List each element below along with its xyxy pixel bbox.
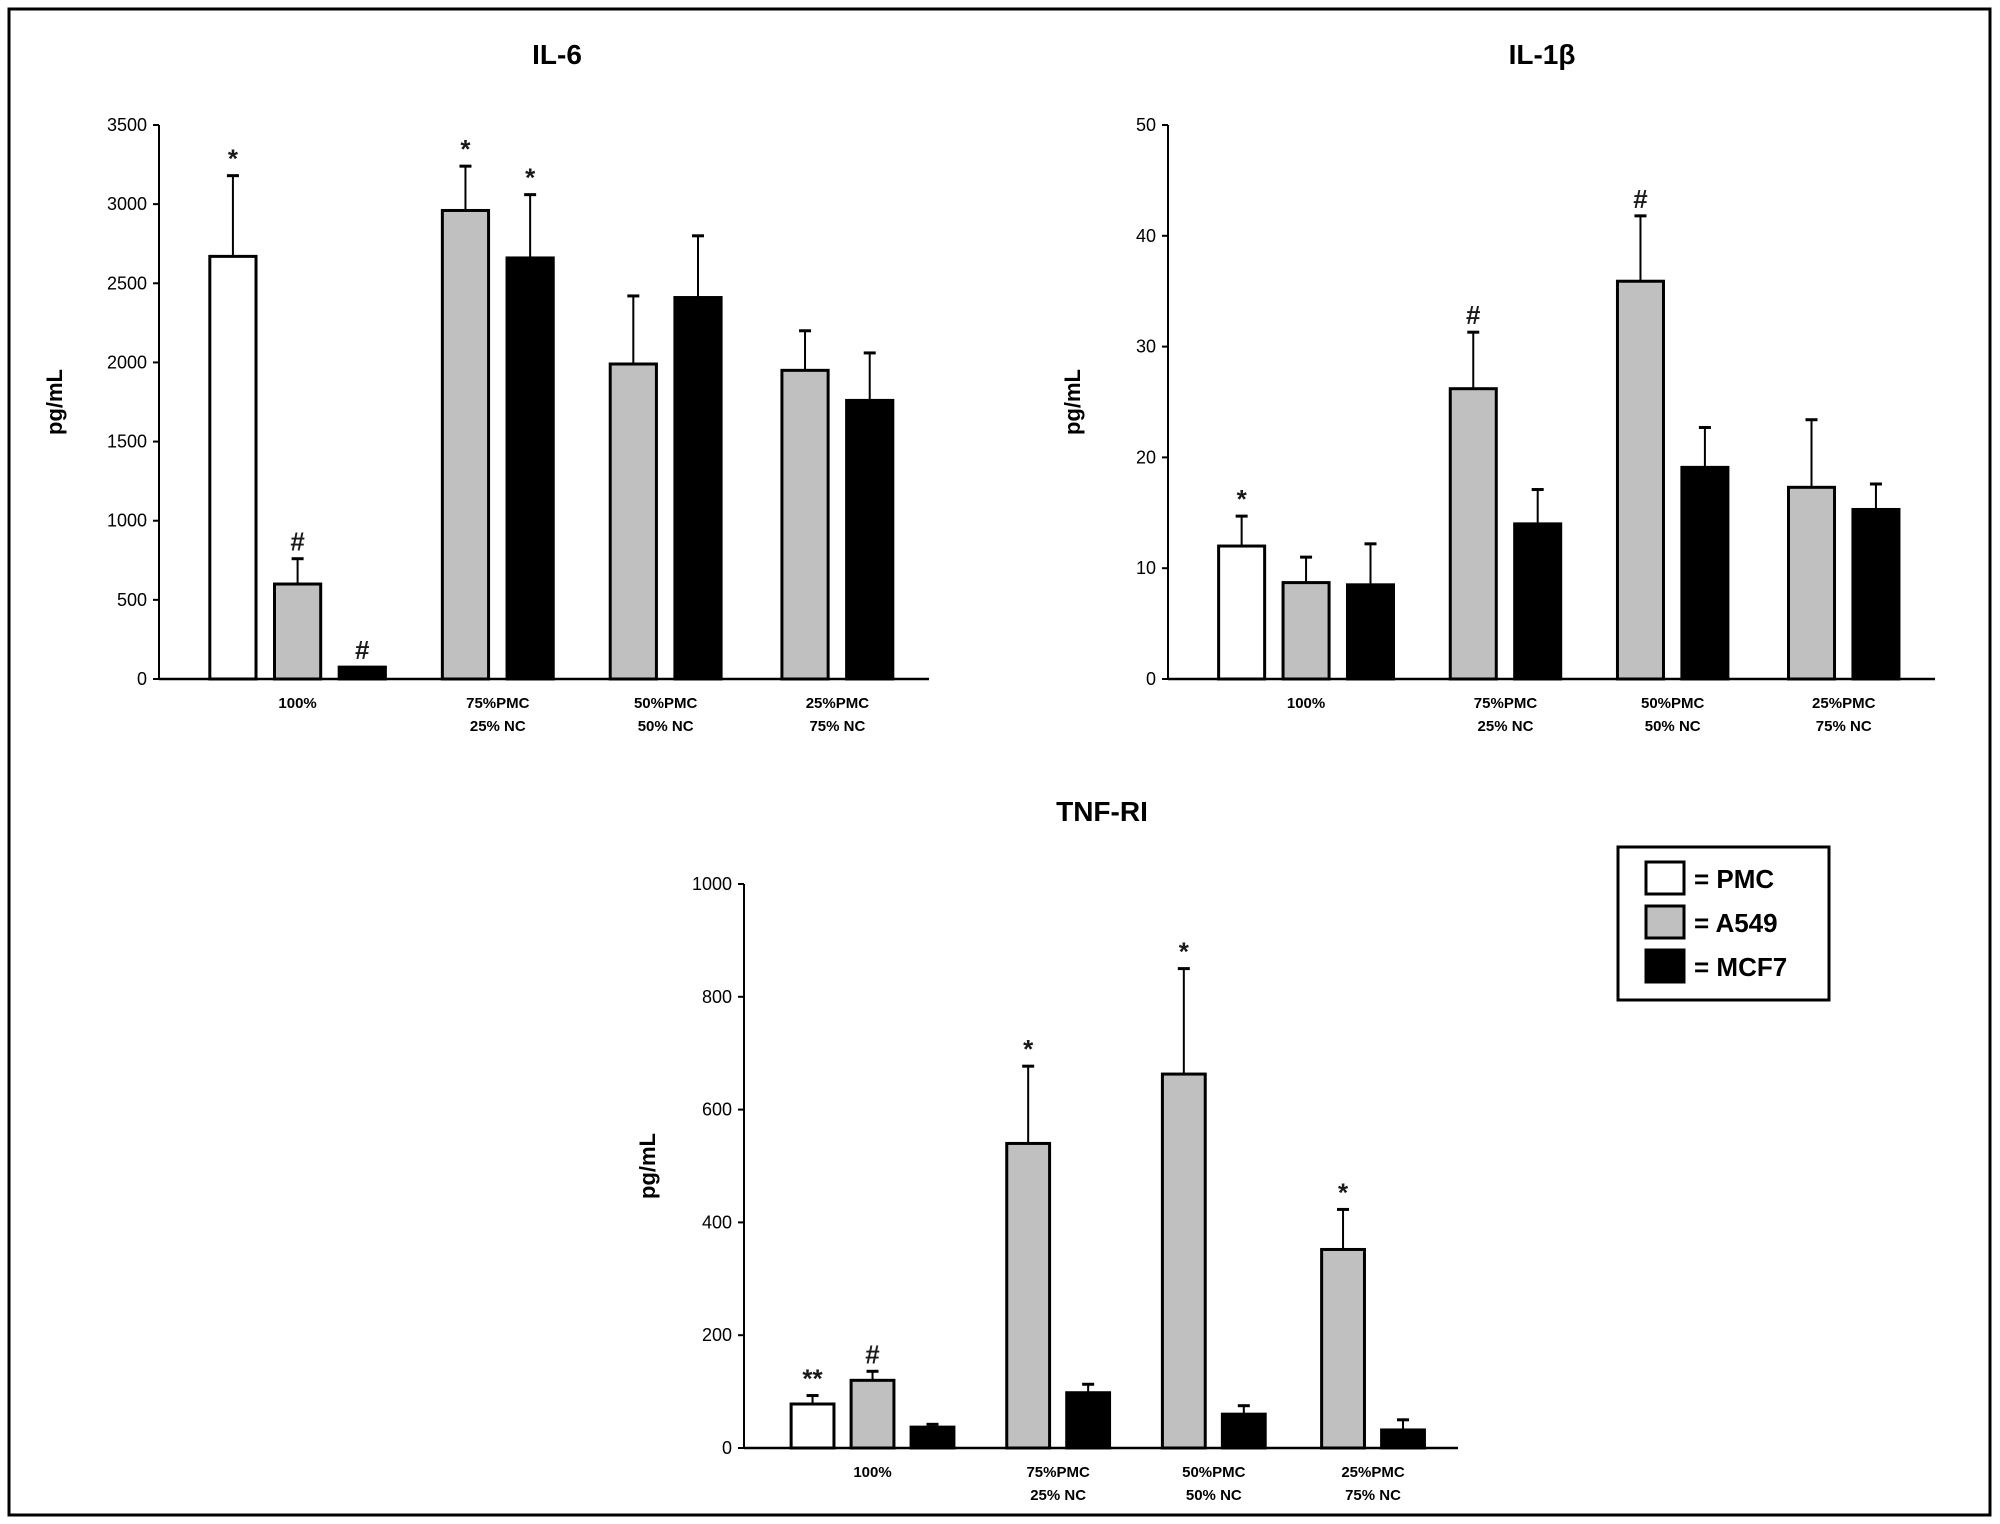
y-tick-label: 3500 xyxy=(107,115,147,135)
y-tick-label: 0 xyxy=(1146,669,1156,689)
bar-a549 xyxy=(1320,1247,1366,1450)
significance-marker: # xyxy=(1466,300,1481,330)
legend-label: = MCF7 xyxy=(1694,952,1787,982)
y-tick-label: 200 xyxy=(702,1325,732,1345)
bar-a549 xyxy=(608,362,658,681)
y-axis-label: pg/mL xyxy=(1060,369,1085,435)
bar-a549 xyxy=(1787,485,1837,681)
bar-mcf7 xyxy=(1065,1391,1112,1450)
significance-marker: # xyxy=(355,635,370,665)
bar-mcf7 xyxy=(1345,583,1395,681)
legend: = PMC = A549 = MCF7 xyxy=(1616,845,1831,1002)
bar-a549 xyxy=(1448,387,1498,681)
bar-mcf7 xyxy=(337,665,387,681)
x-category-label: 75% NC xyxy=(1816,718,1872,735)
x-category-label: 75% NC xyxy=(1345,1487,1401,1504)
significance-marker: * xyxy=(1338,1177,1349,1207)
y-tick-label: 3000 xyxy=(107,194,147,214)
bar-a549 xyxy=(1160,1072,1207,1450)
significance-marker: # xyxy=(290,527,305,557)
y-tick-label: 800 xyxy=(702,987,732,1007)
y-tick-label: 2500 xyxy=(107,273,147,293)
y-tick-label: 30 xyxy=(1136,337,1156,357)
significance-marker: * xyxy=(460,134,471,164)
chart-1: IL-1β pg/mL 0 10 20 30 40 50 100% * 75%PMC 25% NC #5… xyxy=(1060,39,1935,735)
legend-label: = A549 xyxy=(1694,908,1778,938)
chart-title: TNF-RI xyxy=(1056,796,1148,827)
bar-mcf7 xyxy=(1380,1428,1426,1450)
y-tick-label: 50 xyxy=(1136,115,1156,135)
y-tick-label: 600 xyxy=(702,1100,732,1120)
y-tick-label: 0 xyxy=(722,1438,732,1458)
x-category-label: 75%PMC xyxy=(1474,695,1538,712)
significance-marker: * xyxy=(228,144,239,174)
bar-a549 xyxy=(1281,581,1331,681)
significance-marker: # xyxy=(865,1339,880,1369)
x-category-label: 50% NC xyxy=(638,718,694,735)
bar-pmc xyxy=(789,1402,836,1450)
y-tick-label: 1000 xyxy=(692,874,732,894)
bar-a549 xyxy=(1005,1141,1052,1450)
significance-marker: ** xyxy=(802,1364,823,1394)
x-category-label: 50% NC xyxy=(1645,718,1701,735)
bar-mcf7 xyxy=(1220,1412,1267,1450)
legend-swatch-pmc xyxy=(1644,860,1686,896)
significance-marker: * xyxy=(525,163,536,193)
y-tick-label: 1000 xyxy=(107,511,147,531)
bar-mcf7 xyxy=(845,398,895,681)
x-category-label: 50%PMC xyxy=(634,695,698,712)
bar-mcf7 xyxy=(505,256,555,681)
bar-mcf7 xyxy=(909,1425,956,1450)
bar-mcf7 xyxy=(673,296,723,681)
x-category-label: 50% NC xyxy=(1186,1487,1242,1504)
bar-a549 xyxy=(273,582,323,681)
x-category-label: 50%PMC xyxy=(1641,695,1705,712)
bar-pmc xyxy=(1217,544,1267,681)
bar-a549 xyxy=(849,1378,896,1450)
x-category-label: 75%PMC xyxy=(466,695,530,712)
y-tick-label: 0 xyxy=(137,669,147,689)
x-category-label: 100% xyxy=(278,695,316,712)
legend-swatch-a549 xyxy=(1644,904,1686,940)
y-tick-label: 400 xyxy=(702,1212,732,1232)
bar-mcf7 xyxy=(1680,465,1730,681)
bar-mcf7 xyxy=(1851,507,1901,681)
x-category-label: 25% NC xyxy=(1478,718,1534,735)
bar-pmc xyxy=(208,254,258,681)
x-category-label: 50%PMC xyxy=(1182,1464,1246,1481)
chart-title: IL-6 xyxy=(532,39,582,70)
significance-marker: * xyxy=(1179,937,1190,967)
chart-title: IL-1β xyxy=(1509,39,1576,70)
x-category-label: 25%PMC xyxy=(1812,695,1876,712)
figure-border xyxy=(7,7,1992,1517)
y-axis-label: pg/mL xyxy=(42,369,67,435)
x-category-label: 25% NC xyxy=(470,718,526,735)
y-tick-label: 20 xyxy=(1136,447,1156,467)
x-category-label: 25%PMC xyxy=(806,695,870,712)
bar-a549 xyxy=(440,208,491,681)
x-category-label: 25%PMC xyxy=(1341,1464,1405,1481)
x-category-label: 100% xyxy=(1287,695,1325,712)
legend-label: = PMC xyxy=(1694,864,1774,894)
significance-marker: * xyxy=(1237,484,1248,514)
y-tick-label: 1500 xyxy=(107,432,147,452)
bar-a549 xyxy=(780,368,830,681)
chart-2: TNF-RIpg/mL02004006008001000100%**#75%PM… xyxy=(635,796,1458,1504)
x-category-label: 25% NC xyxy=(1030,1487,1086,1504)
y-tick-label: 40 xyxy=(1136,226,1156,246)
bar-mcf7 xyxy=(1513,522,1563,681)
chart-0: IL-6 pg/mL 0 500 1000 1500 2000 2500 3000 3500 100… xyxy=(42,39,929,735)
y-tick-label: 500 xyxy=(117,590,147,610)
y-axis-label: pg/mL xyxy=(635,1133,660,1199)
x-category-label: 75%PMC xyxy=(1026,1464,1090,1481)
x-category-label: 75% NC xyxy=(809,718,865,735)
significance-marker: * xyxy=(1023,1034,1034,1064)
y-tick-label: 10 xyxy=(1136,558,1156,578)
significance-marker: # xyxy=(1633,184,1648,214)
bar-a549 xyxy=(1615,279,1665,681)
legend-swatch-mcf7 xyxy=(1644,948,1686,984)
x-category-label: 100% xyxy=(853,1464,891,1481)
y-tick-label: 2000 xyxy=(107,352,147,372)
